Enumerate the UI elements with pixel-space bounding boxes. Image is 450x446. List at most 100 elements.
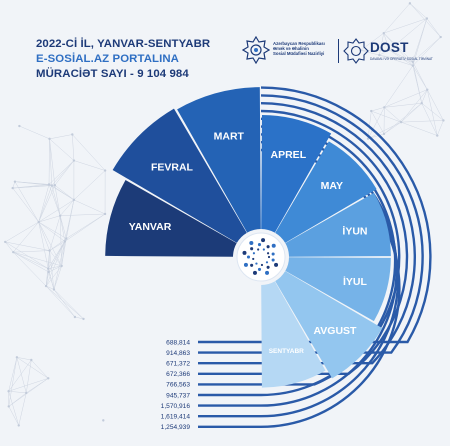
title-line-3: MÜRACİƏT SAYI - 9 104 984 [36, 68, 189, 80]
network-line [18, 392, 27, 426]
network-line [384, 89, 428, 108]
network-line [38, 221, 49, 269]
network-dot [44, 284, 48, 288]
network-line [379, 49, 390, 56]
network-line [379, 33, 385, 56]
network-dot [382, 132, 386, 136]
slice-fevral [112, 108, 247, 243]
network-line [12, 185, 52, 189]
network-line [426, 18, 441, 38]
network-line [38, 185, 53, 223]
network-line [53, 265, 62, 290]
network-line [49, 250, 62, 267]
chart-title: 2022-Cİ İL, YANVAR-SENTYABR E-SOSİAL.AZ … [36, 37, 210, 82]
network-line [412, 36, 441, 66]
network-line [64, 213, 106, 242]
network-line [5, 221, 39, 243]
network-line [367, 121, 402, 139]
network-dot [387, 48, 391, 52]
network-dot [53, 184, 57, 187]
network-dot [102, 419, 105, 422]
value-label-sentyabr: 688,814 [166, 339, 190, 346]
value-label-may: 766,563 [166, 382, 190, 389]
network-line [53, 289, 84, 320]
value-label-fevral: 1,619,414 [161, 414, 191, 421]
network-line [384, 107, 402, 123]
month-label-avgust: AVGUST [313, 325, 357, 337]
network-dot [37, 220, 40, 224]
network-dot [18, 124, 21, 128]
center-logo-dot [246, 255, 251, 259]
network-line [383, 33, 390, 51]
network-line [49, 138, 56, 186]
center-logo-dot [266, 252, 270, 255]
ministry-emblem-icon [242, 36, 270, 64]
network-dot [408, 2, 412, 5]
network-line [38, 185, 56, 223]
center-logo-dot [252, 252, 256, 255]
network-line [38, 221, 50, 251]
network-line [48, 138, 50, 185]
network-line [383, 18, 427, 34]
network-line [400, 103, 422, 123]
network-dot [65, 237, 68, 240]
network-dot [4, 240, 7, 244]
network-line [379, 54, 413, 63]
network-line [13, 251, 49, 273]
center-logo-dot [257, 243, 262, 247]
network-dot [378, 53, 381, 57]
center-logo-dot [261, 238, 266, 243]
network-dot [411, 64, 415, 67]
slice-may [275, 141, 377, 243]
month-label-sentyabr: SENTYABR [269, 348, 304, 355]
network-line [367, 111, 372, 139]
network-line [13, 251, 47, 287]
month-label-yanvar: YANVAR [129, 221, 172, 233]
network-line [61, 238, 67, 266]
network-line [38, 199, 75, 223]
network-line [48, 160, 75, 185]
network-line [38, 221, 67, 239]
network-line [401, 120, 444, 123]
network-line [66, 213, 106, 239]
network-line [8, 406, 19, 426]
network-line [427, 89, 444, 121]
network-line [383, 32, 414, 66]
network-line [5, 241, 50, 251]
network-line [59, 199, 75, 216]
network-line [384, 65, 414, 108]
center-logo-dot [260, 263, 264, 267]
network-line [8, 359, 32, 392]
network-line [8, 378, 49, 392]
network-dot [13, 180, 17, 183]
network-line [8, 378, 49, 407]
value-labels: 1,254,939 1,619,414 1,570,916 945,737 766,56… [161, 339, 191, 431]
network-line [31, 359, 49, 379]
network-dot [383, 106, 386, 109]
value-label-avgust: 914,863 [166, 350, 190, 357]
center-logo-dot [242, 250, 247, 255]
network-line [421, 89, 428, 104]
month-label-aprel: APREL [271, 149, 307, 161]
center-logo-dot [262, 248, 265, 251]
network-line [383, 103, 422, 135]
network-line [38, 221, 65, 242]
center-logo-dot [257, 267, 262, 271]
slice-i̇yun [285, 192, 391, 257]
network-line [412, 65, 428, 90]
network-line [8, 357, 18, 407]
network-dot [420, 102, 423, 105]
month-label-i̇yun: İYUN [342, 225, 367, 238]
network-line [51, 185, 75, 201]
network-line [66, 199, 75, 239]
network-line [53, 289, 76, 318]
center-logo-dot [243, 262, 248, 267]
center-logo-dot [255, 262, 258, 265]
network-line [412, 65, 422, 104]
network-dot [25, 391, 28, 395]
network-dot [382, 31, 385, 35]
network-line [48, 184, 61, 216]
network-line [427, 89, 438, 136]
